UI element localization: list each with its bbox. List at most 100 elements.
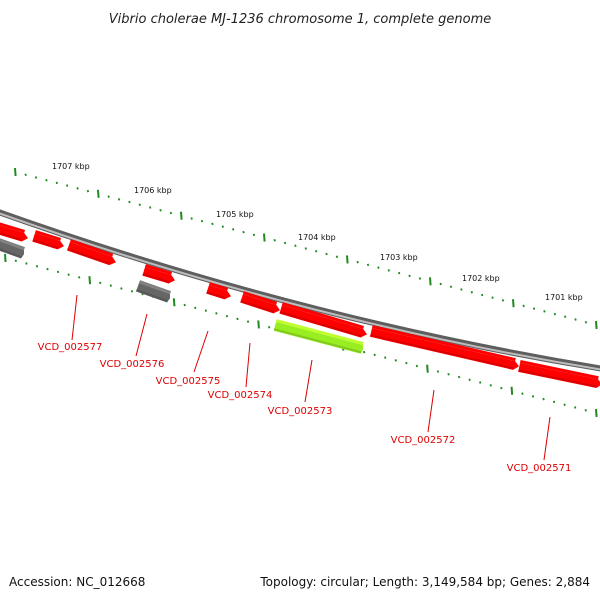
- ruler-tick: [78, 276, 81, 279]
- gene-feature-unlabelled[interactable]: [0, 222, 28, 242]
- ruler-tick: [362, 350, 366, 354]
- ruler-tick: [449, 285, 453, 289]
- gene-feature-unlabelled[interactable]: [206, 282, 231, 300]
- gene-leader-line: [304, 359, 313, 403]
- kbp-label: 1706 kbp: [134, 186, 172, 195]
- genome-backbone: [0, 209, 600, 372]
- ruler-tick: [584, 408, 587, 412]
- gene-leader-line: [543, 416, 551, 461]
- ruler-tick: [426, 364, 429, 373]
- ruler-tick: [257, 320, 260, 329]
- ruler-tick: [149, 206, 152, 209]
- ruler-tick: [489, 384, 492, 387]
- ruler-tick: [246, 320, 250, 323]
- gene-label-VCD_002571[interactable]: VCD_002571: [507, 463, 572, 474]
- gene-labels: VCD_002577 VCD_002576 VCD_002575 VCD_002574…: [38, 294, 572, 474]
- kbp-label: 1707 kbp: [52, 162, 90, 171]
- ruler-tick: [14, 259, 18, 263]
- ruler-tick: [429, 277, 432, 286]
- gene-feature-VCD_002571[interactable]: [518, 360, 600, 389]
- ruler-tick: [543, 310, 546, 313]
- ruler-tick: [398, 271, 401, 275]
- gene-label-VCD_002572[interactable]: VCD_002572: [391, 435, 456, 446]
- ruler-tick: [532, 307, 536, 310]
- ruler-tick: [356, 260, 359, 264]
- ruler-tick: [25, 262, 28, 265]
- gene-label-VCD_002575[interactable]: VCD_002575: [156, 376, 221, 387]
- ruler-tick: [183, 303, 186, 307]
- gene-leader-line: [193, 330, 209, 373]
- gene-feature-VCD_002575[interactable]: [142, 264, 175, 284]
- ruler-tick: [130, 289, 134, 293]
- ruler-tick: [552, 400, 556, 404]
- ruler-tick: [99, 281, 102, 285]
- ruler-tick: [584, 321, 588, 324]
- ruler-tick: [267, 325, 271, 329]
- gene-feature-VCD_002573[interactable]: [273, 319, 364, 354]
- ruler-tick: [252, 233, 256, 237]
- ruler-tick: [418, 277, 422, 280]
- ruler-tick: [211, 222, 214, 226]
- ruler-tick: [468, 378, 471, 382]
- ruler-tick: [595, 408, 598, 418]
- gene-feature-VCD_002574[interactable]: [240, 291, 280, 314]
- ruler-tick: [194, 306, 197, 310]
- ruler-tick: [180, 211, 183, 220]
- kbp-label: 1701 kbp: [545, 293, 583, 302]
- ruler-tick: [67, 273, 70, 276]
- ruler-tick: [377, 266, 380, 269]
- ruler-tick: [56, 270, 60, 274]
- ruler-tick: [439, 282, 442, 286]
- ruler-tick: [24, 173, 27, 176]
- ruler-tick: [225, 314, 229, 318]
- summary-text: Topology: circular; Length: 3,149,584 bp…: [259, 575, 590, 589]
- gene-feature-unlabelled[interactable]: [279, 302, 367, 338]
- ruler-tick: [34, 176, 38, 179]
- gene-feature-unlabelled[interactable]: [32, 230, 64, 250]
- ruler-tick: [405, 361, 408, 365]
- ruler-tick: [117, 198, 121, 201]
- ruler-tick: [236, 317, 239, 321]
- gene-feature-VCD_002572[interactable]: [369, 325, 519, 370]
- ruler-tick: [479, 381, 482, 384]
- kbp-label: 1705 kbp: [216, 210, 254, 219]
- ruler-tick: [215, 312, 218, 315]
- gene-label-VCD_002576[interactable]: VCD_002576: [100, 359, 165, 370]
- ruler-tick: [109, 284, 112, 287]
- gene-feature-VCD_002577[interactable]: [67, 239, 116, 266]
- ruler-tick: [408, 274, 411, 278]
- ruler-tick: [304, 247, 307, 250]
- kbp-labels: 1707 kbp 1706 kbp 1705 kbp 1704 kbp 1703 kbp…: [52, 162, 583, 302]
- ruler-tick: [169, 211, 173, 215]
- ruler-tick: [346, 255, 349, 264]
- kbp-label: 1703 kbp: [380, 253, 418, 262]
- ruler-tick: [76, 187, 79, 190]
- ruler-tick: [55, 181, 58, 185]
- ruler-tick: [172, 298, 176, 307]
- kbp-label: 1704 kbp: [298, 233, 336, 242]
- ruler-tick: [200, 219, 204, 223]
- ruler-tick: [138, 203, 141, 207]
- map-title: Vibrio cholerae MJ-1236 chromosome 1, co…: [109, 12, 491, 27]
- gene-label-VCD_002577[interactable]: VCD_002577: [38, 342, 103, 353]
- gene-feature-VCD_002576[interactable]: [135, 280, 172, 303]
- ruler-tick: [263, 233, 266, 242]
- ruler-tick: [384, 356, 387, 359]
- ruler-tick: [394, 359, 397, 362]
- ruler-tick: [4, 253, 7, 263]
- gene-label-VCD_002574[interactable]: VCD_002574: [208, 390, 273, 401]
- gene-feature-unlabelled[interactable]: [0, 237, 26, 259]
- kbp-label: 1702 kbp: [462, 274, 500, 283]
- ruler-tick: [120, 287, 123, 290]
- ruler-tick: [553, 312, 556, 316]
- ruler-tick: [501, 299, 505, 302]
- ruler-tick: [415, 364, 419, 368]
- ruler-tick: [325, 252, 328, 256]
- gene-leader-line: [245, 342, 251, 388]
- ruler-tick: [159, 208, 162, 212]
- ruler-tick: [66, 184, 69, 187]
- ruler-tick: [510, 386, 514, 395]
- ruler-tick: [366, 263, 370, 267]
- gene-label-VCD_002573[interactable]: VCD_002573: [268, 406, 333, 417]
- ruler-tick: [531, 395, 535, 398]
